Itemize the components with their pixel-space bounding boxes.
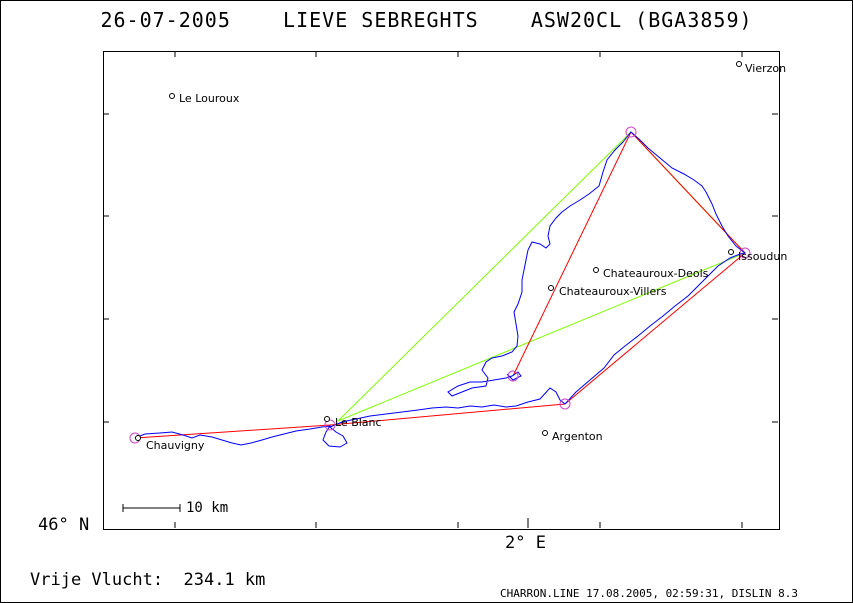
flight-track	[134, 131, 747, 448]
turnpoint-marker	[507, 370, 519, 382]
place-markers	[135, 61, 742, 441]
place-label-vierzon: Vierzon	[745, 62, 787, 75]
latitude-label: 46° N	[38, 515, 90, 535]
place-marker	[135, 435, 141, 441]
place-marker	[324, 416, 330, 422]
axis-ticks	[103, 51, 778, 528]
turnpoint-marker	[559, 398, 571, 410]
place-label-issoudun: Issoudun	[738, 250, 788, 263]
scale-bar-label: 10 km	[186, 500, 229, 516]
place-marker	[728, 249, 734, 255]
place-label-le-blanc: Le Blanc	[335, 416, 382, 429]
place-label-argenton: Argenton	[552, 430, 603, 443]
task-line	[134, 131, 746, 439]
place-marker	[169, 93, 175, 99]
turnpoint-markers	[129, 126, 751, 444]
place-marker	[736, 61, 742, 67]
place-marker	[542, 430, 548, 436]
map-title: 26-07-2005 LIEVE SEBREGHTS ASW20CL (BGA3…	[100, 8, 753, 32]
distance-label: Vrije Vlucht: 234.1 km	[30, 570, 266, 590]
longitude-label: 2° E	[505, 533, 546, 553]
credit-label: CHARRON.LINE 17.08.2005, 02:59:31, DISLI…	[500, 587, 799, 600]
turnpoint-marker	[324, 419, 336, 431]
place-marker	[593, 267, 599, 273]
place-label-le-louroux: Le Louroux	[179, 92, 240, 105]
place-label-chauvigny: Chauvigny	[146, 439, 205, 452]
scale-bar	[122, 504, 181, 512]
turnpoint-marker	[625, 126, 637, 138]
place-label-chateauroux-villers: Chateauroux-Villers	[559, 285, 667, 298]
place-marker	[548, 285, 554, 291]
plot-area	[103, 51, 780, 530]
turnpoint-marker	[739, 247, 751, 259]
place-label-chateauroux-deols: Chateauroux-Deols	[603, 267, 709, 280]
